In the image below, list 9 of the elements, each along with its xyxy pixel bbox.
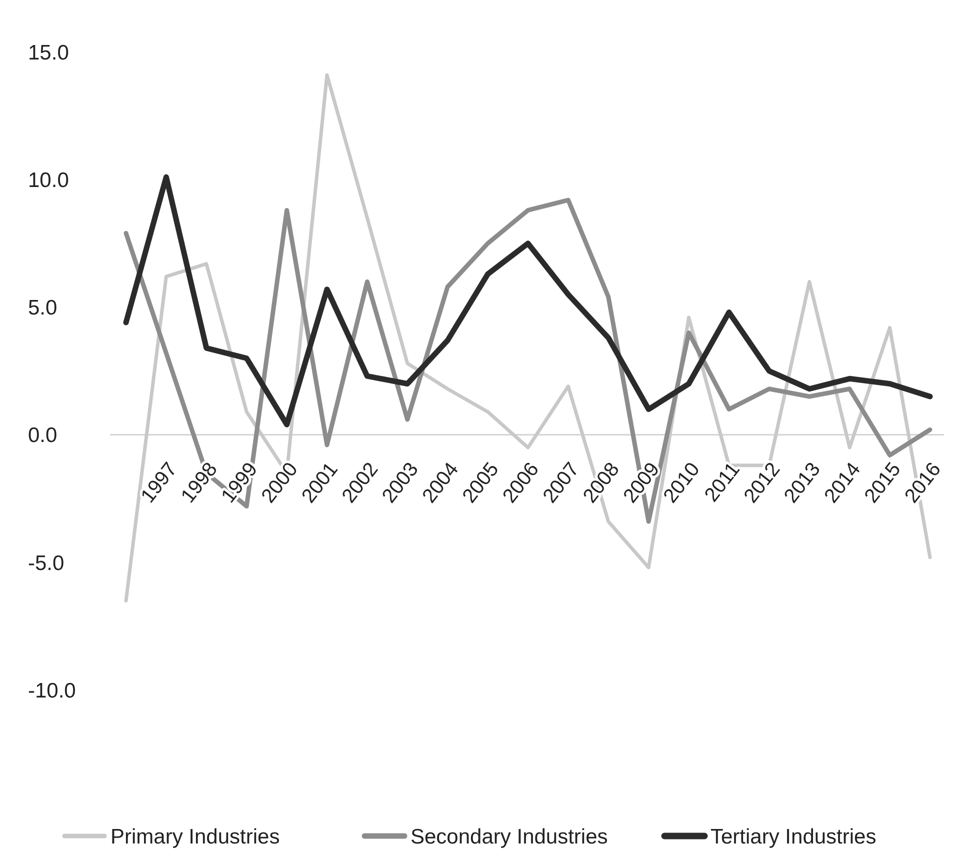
y-tick-label: 5.0 [28,296,58,320]
legend-label: Secondary Industries [410,825,608,848]
y-tick-label: -5.0 [28,552,64,575]
legend-label: Tertiary Industries [710,825,876,848]
y-tick-label: 10.0 [28,168,69,192]
legend-label: Primary Industries [110,825,280,848]
y-tick-label: 0.0 [28,424,58,448]
y-tick-label: 15.0 [28,41,69,64]
y-tick-label: -10.0 [28,679,76,702]
